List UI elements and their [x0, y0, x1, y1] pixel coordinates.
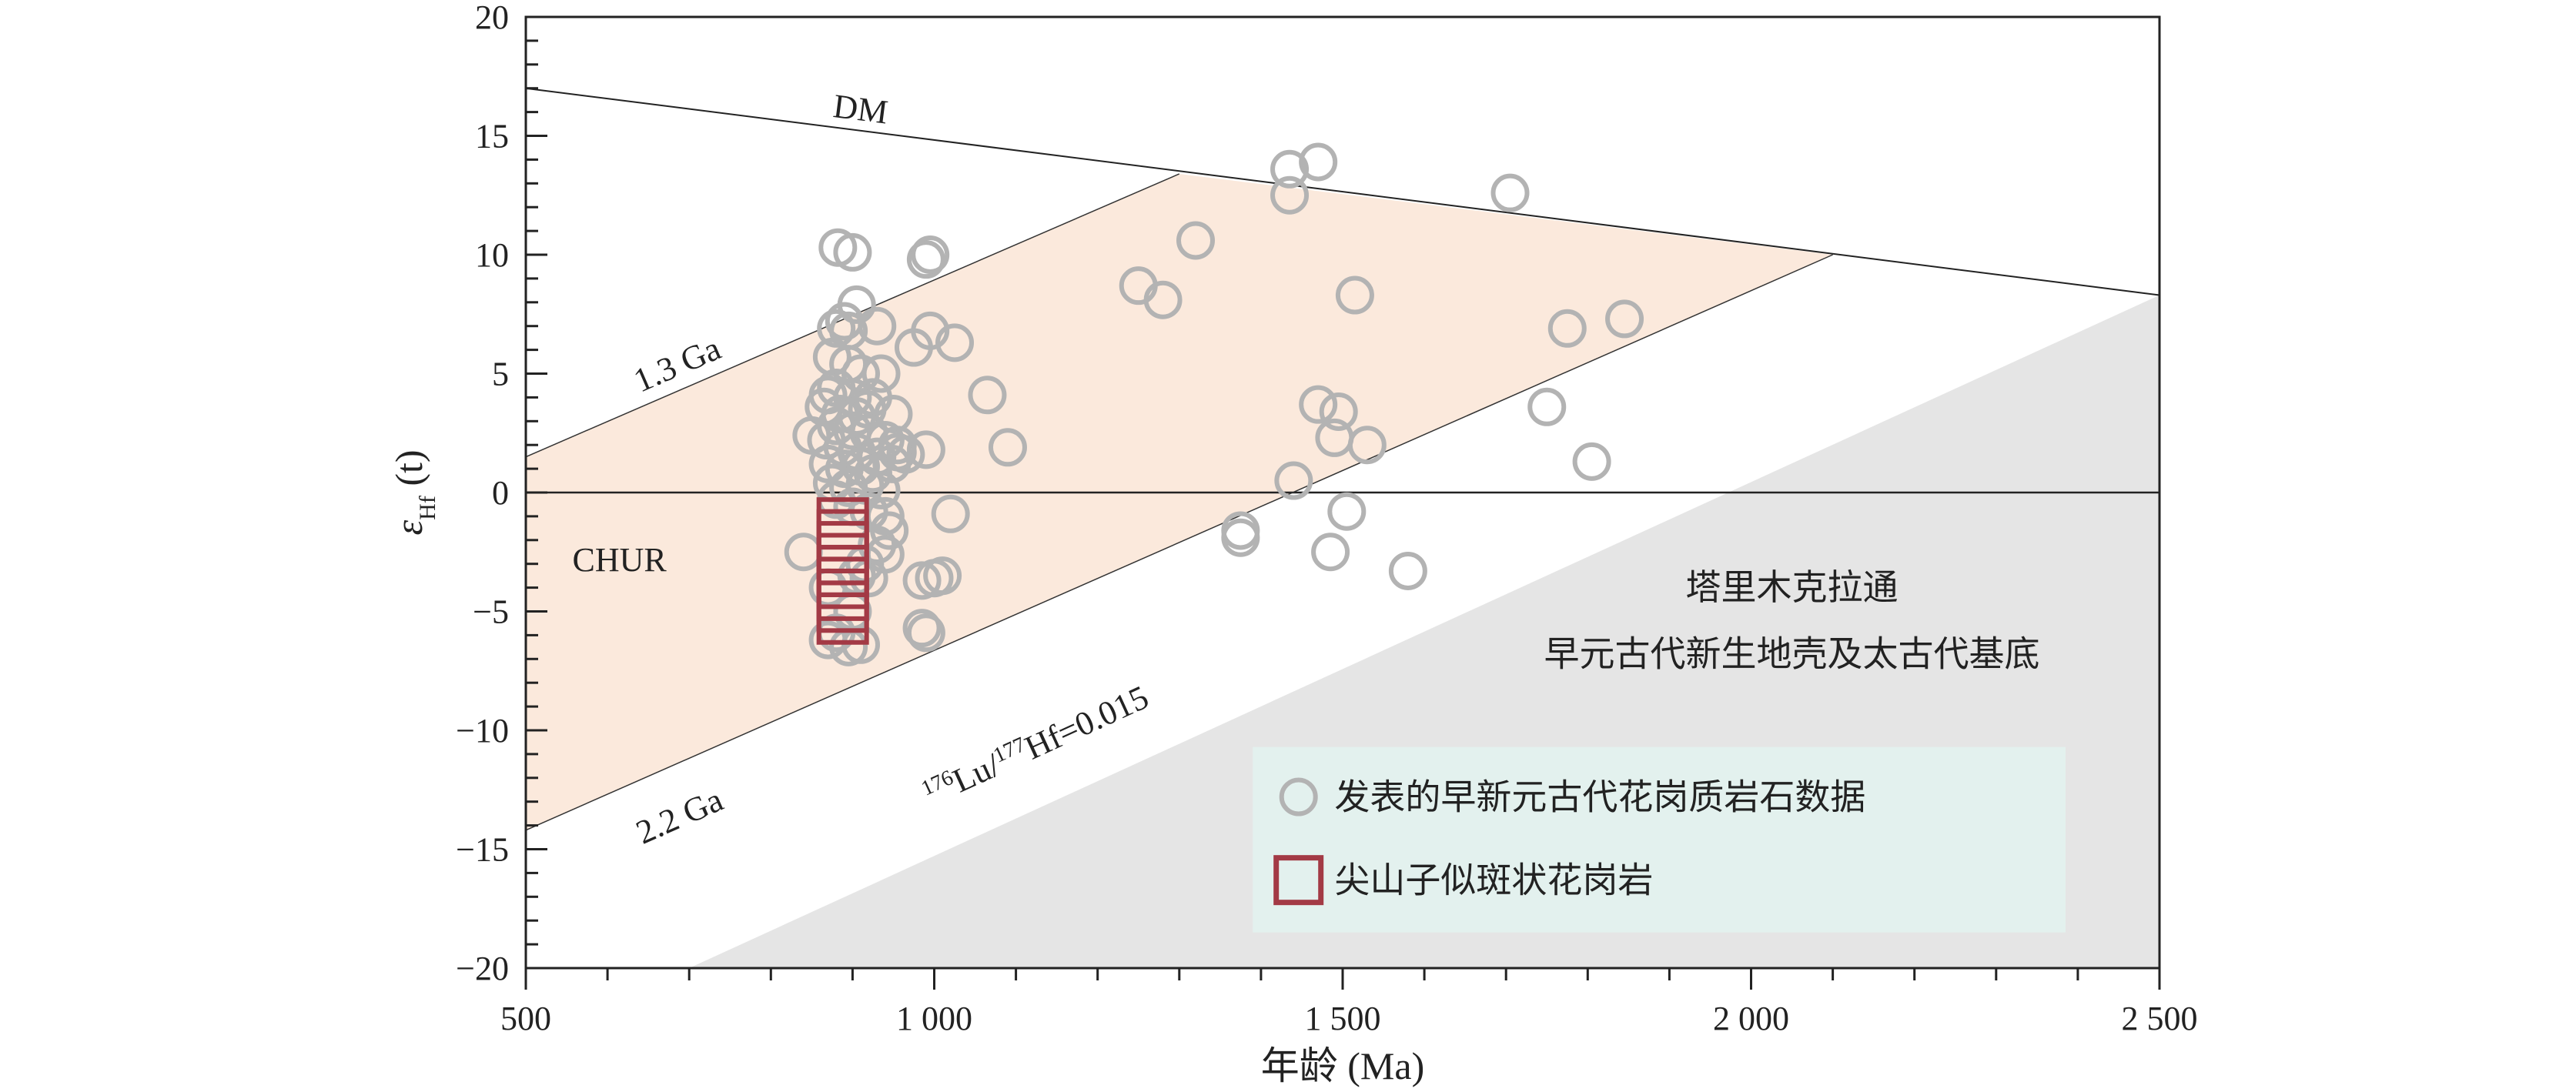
y-tick-labels: −20 −15 −10 −5 0 5 10 15 20: [456, 0, 509, 987]
y-axis-subscript: Hf: [415, 496, 440, 520]
y-tick-label: 15: [475, 118, 509, 155]
y-tick-label: −5: [473, 593, 509, 631]
axes: 500 1 000 1 500 2 000 2 500 −20 −15 −10 −5 0 5 10 1…: [387, 0, 2198, 1087]
published-data-point: [906, 613, 945, 653]
data-points: [784, 142, 1644, 666]
x-tick-label: 2 000: [1713, 1000, 1789, 1037]
legend-background: [1253, 746, 2066, 933]
x-tick-label: 1 000: [896, 1000, 972, 1037]
y-axis-suffix: (t): [387, 449, 430, 496]
y-tick-label: 10: [475, 236, 509, 274]
published-data-point: [1176, 221, 1216, 260]
published-data-point: [1299, 385, 1338, 424]
legend-label-jianshanzi-granite: 尖山子似斑状花岗岩: [1334, 860, 1653, 901]
dm-label: DM: [831, 87, 891, 132]
x-tick-labels: 500 1 000 1 500 2 000 2 500: [500, 1000, 2198, 1037]
y-tick-label: 20: [475, 0, 509, 36]
dm-line: [525, 87, 2160, 296]
published-data-point: [1527, 387, 1567, 426]
published-data-point: [874, 395, 913, 434]
jianshanzi-granite-point: [816, 592, 869, 645]
published-data-point: [894, 328, 933, 367]
legend-circle-marker: [1279, 777, 1318, 816]
y-tick-label: −10: [456, 712, 509, 750]
published-data-point: [1547, 309, 1587, 348]
published-data-point: [1319, 392, 1358, 431]
published-data-point: [1143, 280, 1183, 319]
published-data-point: [902, 561, 942, 600]
ga22-label: 2.2 Ga: [631, 780, 728, 851]
ga22-line: [525, 254, 1833, 831]
published-data-point: [1274, 461, 1313, 500]
published-data-point: [858, 306, 897, 346]
x-axis-ticks: [524, 968, 2161, 990]
y-axis-title: εHf (t): [387, 449, 440, 535]
published-data-point: [861, 470, 901, 509]
published-data-point: [1572, 442, 1611, 481]
published-data-point: [923, 556, 962, 596]
x-tick-label: 500: [500, 1000, 551, 1037]
legend: 发表的早新元古代花岗质岩石数据 尖山子似斑状花岗岩: [1253, 746, 2066, 933]
published-data-point: [886, 435, 925, 474]
published-data-point: [988, 428, 1027, 467]
published-data-point: [906, 240, 945, 279]
y-axis-symbol: ε: [387, 520, 430, 536]
chur-label: CHUR: [572, 541, 667, 579]
x-tick-label: 2 500: [2122, 1000, 2198, 1037]
y-tick-label: 5: [492, 356, 509, 393]
published-data-point: [906, 430, 945, 469]
published-data-point: [861, 354, 901, 393]
published-data-point: [878, 426, 917, 465]
published-data-point: [1311, 533, 1350, 572]
x-tick-label: 1 500: [1305, 1000, 1381, 1037]
published-data-point: [1327, 492, 1367, 531]
published-data-point: [833, 232, 872, 272]
published-data-point: [1388, 551, 1427, 590]
published-data-point: [1490, 173, 1530, 212]
region-label-line2: 早元古代新生地壳及太古代基底: [1544, 633, 2040, 675]
published-data-point: [1270, 175, 1310, 215]
y-axis-ticks: [526, 15, 547, 970]
published-data-point: [1335, 276, 1374, 315]
published-data-point: [1347, 426, 1387, 465]
published-data-point: [902, 609, 942, 648]
published-data-point: [1299, 142, 1338, 182]
legend-square-marker: [1273, 855, 1324, 906]
legend-label-published-data: 发表的早新元古代花岗质岩石数据: [1334, 776, 1865, 818]
region-label-line1: 塔里木克拉通: [1686, 566, 1899, 608]
published-data-point: [1270, 149, 1310, 189]
published-data-point: [935, 323, 975, 362]
y-tick-label: −20: [456, 950, 509, 987]
published-data-point: [931, 494, 970, 533]
y-tick-label: 0: [492, 474, 509, 512]
published-data-point: [1221, 518, 1260, 557]
published-data-point: [968, 376, 1007, 415]
published-data-point: [1605, 299, 1644, 339]
hf-ratio-value: Hf=0.015: [1019, 678, 1154, 766]
y-tick-label: −15: [456, 831, 509, 869]
published-data-point: [911, 235, 950, 274]
x-axis-title: 年龄 (Ma): [1261, 1044, 1424, 1087]
